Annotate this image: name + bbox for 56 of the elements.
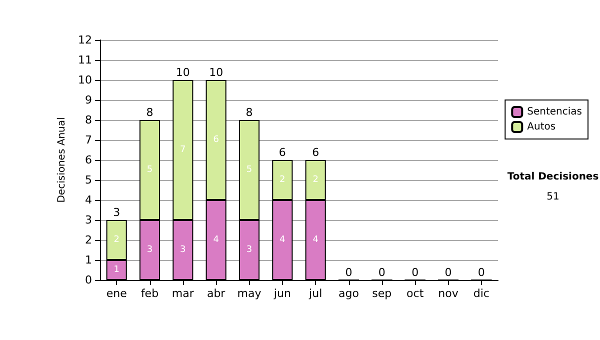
total-label: 10 — [176, 66, 190, 79]
data-label: 2 — [280, 175, 286, 185]
y-tick-label: 0 — [85, 274, 92, 286]
x-tick-label: ago — [338, 287, 360, 300]
data-label: 3 — [246, 245, 252, 255]
total-label: 3 — [113, 206, 120, 219]
data-label: 2 — [114, 235, 120, 245]
total-label: 0 — [478, 266, 485, 279]
data-label: 7 — [180, 145, 186, 155]
x-tick-label: ene — [106, 287, 128, 300]
x-tick-label: dic — [473, 287, 490, 300]
data-label: 1 — [114, 265, 120, 275]
text: 51 — [546, 192, 560, 202]
total-label: 6 — [312, 146, 320, 159]
y-tick-label: 2 — [85, 234, 92, 246]
total-label: 0 — [412, 266, 419, 279]
data-label: 5 — [146, 165, 153, 175]
legend-label: Sentencias — [527, 106, 582, 118]
total-label: 6 — [278, 146, 286, 159]
data-label: 5 — [246, 165, 252, 175]
y-tick-label: 7 — [85, 134, 92, 146]
total-label: 10 — [209, 66, 224, 79]
total-label: 0 — [378, 266, 386, 279]
y-tick-label: 9 — [85, 94, 92, 106]
y-tick-label: 5 — [85, 174, 92, 186]
x-tick-label: may — [237, 287, 262, 300]
data-label: 6 — [213, 135, 220, 145]
data-label: 4 — [280, 235, 286, 245]
x-tick-label: sep — [372, 287, 392, 300]
data-label: 4 — [213, 235, 220, 245]
data-label: 3 — [146, 245, 153, 255]
text: Total Decisiones — [507, 172, 599, 182]
y-axis-title: Decisiones Anual — [56, 117, 68, 203]
y-tick-label: 4 — [85, 194, 92, 206]
total-label: 0 — [444, 266, 452, 279]
x-tick-label: nov — [438, 287, 459, 300]
x-tick-label: feb — [140, 287, 159, 300]
total-label: 0 — [345, 266, 352, 279]
data-label: 4 — [312, 235, 319, 245]
y-tick-label: 12 — [78, 34, 92, 46]
x-tick-label: jun — [272, 287, 291, 300]
y-tick-label: 10 — [78, 74, 92, 86]
y-tick-label: 8 — [85, 114, 92, 126]
x-tick-label: mar — [172, 287, 194, 300]
data-label: 3 — [180, 245, 186, 255]
data-label: 2 — [312, 175, 318, 185]
total-label: 8 — [246, 106, 253, 119]
y-tick-label: 6 — [85, 154, 92, 166]
x-tick-label: jul — [308, 287, 322, 300]
x-tick-label: oct — [406, 287, 424, 300]
y-tick-label: 3 — [85, 214, 92, 226]
y-tick-label: 1 — [85, 254, 92, 266]
total-label: 8 — [146, 106, 154, 119]
legend-label: Autos — [527, 122, 556, 132]
y-tick-label: 11 — [78, 54, 92, 66]
x-tick-label: abr — [206, 287, 226, 300]
